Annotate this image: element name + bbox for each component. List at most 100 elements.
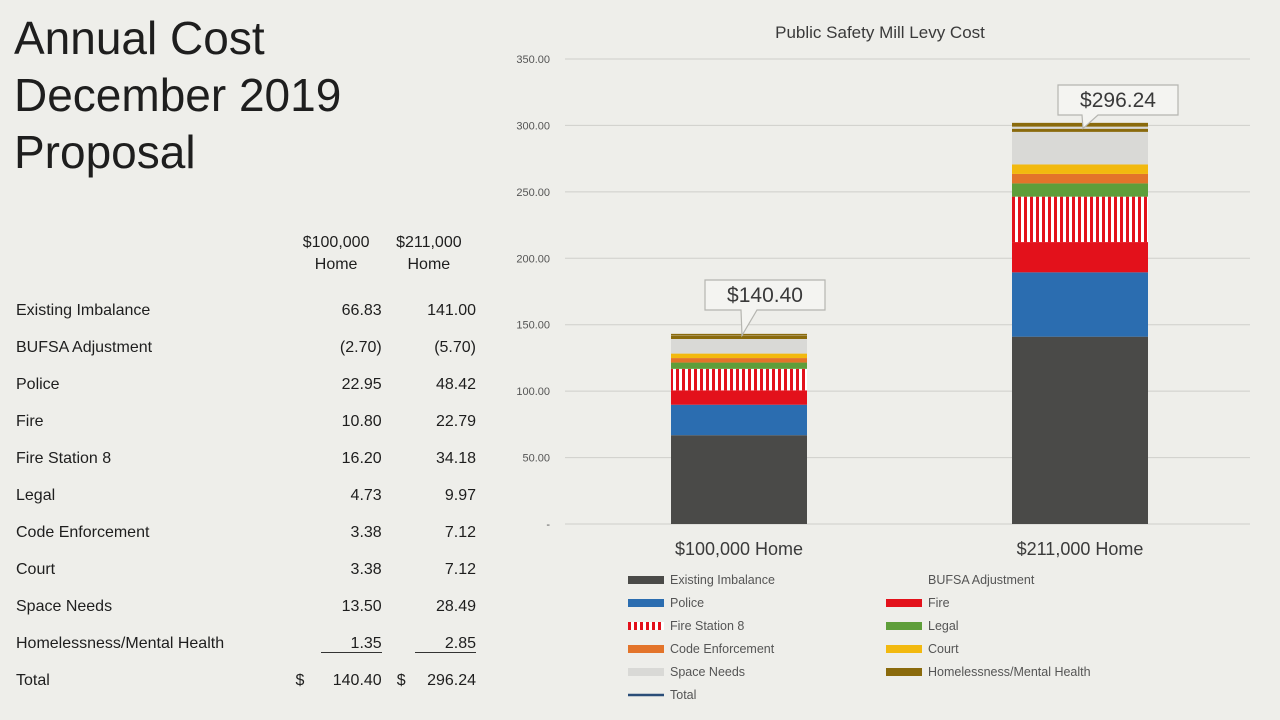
row-label: Fire Station 8 [16,449,112,467]
bar-segment [671,358,807,363]
bar-segment [1012,242,1148,273]
row-value-100k: 16.20 [341,449,382,467]
legend-label: Total [670,688,696,702]
legend-label: BUFSA Adjustment [928,573,1035,587]
total-value-100k-text: 140.40 [332,671,382,689]
row-value-211k: 34.18 [435,449,476,467]
table-row: Legal 4.73 9.97 [16,477,476,514]
bar-segment [1012,336,1148,524]
y-tick-label: 200.00 [516,253,550,265]
table-row: Space Needs 13.50 28.49 [16,588,476,625]
row-label: BUFSA Adjustment [16,338,153,356]
row-value-211k: 7.12 [444,560,476,578]
bar-segment [671,435,807,524]
slide-title: Annual Cost December 2019 Proposal [14,10,454,181]
row-value-211k: 2.85 [382,625,476,662]
total-label: Total [16,671,50,689]
legend-swatch [886,622,922,630]
legend-swatch [628,668,664,676]
row-value-100k: 3.38 [350,523,382,541]
legend-label: Legal [928,619,959,633]
bar-segment [671,404,807,436]
x-category-label: $100,000 Home [675,539,803,559]
table-row: Homelessness/Mental Health 1.35 2.85 [16,625,476,662]
slide-title-line: December 2019 [14,69,342,121]
row-label: Court [16,560,56,578]
row-label: Fire [16,412,44,430]
y-tick-label: 300.00 [516,120,550,132]
table-row: Existing Imbalance 66.83 141.00 [16,292,476,329]
row-value-211k: 48.42 [435,375,476,393]
column-header-line: $100,000 [302,234,370,251]
legend-label: Homelessness/Mental Health [928,665,1091,679]
column-header-line: Home [407,256,451,273]
total-value-211k-text: 296.24 [427,671,476,689]
bars [671,122,1148,524]
row-label: Code Enforcement [16,523,150,541]
bar-segment [671,368,807,391]
table-row: Police 22.95 48.42 [16,366,476,403]
legend-swatch [628,645,664,653]
slide-title-line: Proposal [14,126,196,178]
row-label: Legal [16,486,56,504]
y-tick-label: 350.00 [516,54,550,66]
callout-label: $296.24 [1080,89,1156,112]
bar-segment [1012,196,1148,243]
table-header-blank [16,232,291,292]
row-label: Existing Imbalance [16,301,151,319]
legend-label: Court [928,642,959,656]
bar-segment [1012,122,1148,127]
legend-label: Existing Imbalance [670,573,775,587]
callout-label: $140.40 [727,284,803,307]
legend-label: Fire [928,596,950,610]
callout-box [704,279,826,338]
legend-label: Code Enforcement [670,642,775,656]
row-value-211k: 141.00 [427,301,476,319]
table-header-row: $100,000 Home $211,000 Home [16,232,476,292]
bar-segment [1012,173,1148,184]
column-header-211k: $211,000 Home [382,232,476,292]
bar-segment [671,362,807,369]
table-row: BUFSA Adjustment (2.70) (5.70) [16,329,476,366]
currency-symbol: $ [396,671,406,689]
row-value-211k: 22.79 [435,412,476,430]
legend-swatch [628,576,664,584]
legend-label: Police [670,596,704,610]
row-label: Police [16,375,60,393]
legend: Existing Imbalance BUFSA Adjustment Police… [628,573,1091,702]
bar-segment [1012,183,1148,197]
row-value-211k-text: 2.85 [414,634,476,653]
row-label: Space Needs [16,597,113,615]
row-label: Homelessness/Mental Health [16,634,225,652]
row-value-211k: 7.12 [444,523,476,541]
table-row: Code Enforcement 3.38 7.12 [16,514,476,551]
row-value-100k: 1.35 [291,625,382,662]
total-value-211k: $ 296.24 [382,662,476,699]
table-row: Court 3.38 7.12 [16,551,476,588]
y-tick-label: 150.00 [516,320,550,332]
row-value-100k-text: 1.35 [320,634,382,653]
row-value-211k: 9.97 [444,486,476,504]
currency-symbol: $ [295,671,305,689]
column-header-line: $211,000 [396,234,462,251]
legend-swatch [886,668,922,676]
row-value-100k: 22.95 [341,375,382,393]
y-tick-label: 100.00 [516,386,550,398]
table-row: Fire 10.80 22.79 [16,403,476,440]
slide-title-line: Annual Cost [14,12,265,64]
legend-label: Space Needs [670,665,745,679]
row-value-100k: 66.83 [341,301,382,319]
row-value-100k: 4.73 [350,486,382,504]
y-axis: - 50.00 100.00 150.00 200.00 250.00 300.00 350.… [516,54,550,531]
row-value-100k: 13.50 [341,597,382,615]
bar-segment [671,353,807,359]
y-tick-label: 50.00 [522,453,550,465]
annotations: $140.40 $296.24 [704,84,1179,338]
bar-segment [1012,164,1148,174]
column-header-line: Home [314,256,358,273]
total-value-100k: $ 140.40 [291,662,382,699]
bar-segment [671,335,807,354]
row-value-100k: (2.70) [339,338,382,356]
table-row: Fire Station 8 16.20 34.18 [16,440,476,477]
row-value-211k: (5.70) [434,338,476,356]
